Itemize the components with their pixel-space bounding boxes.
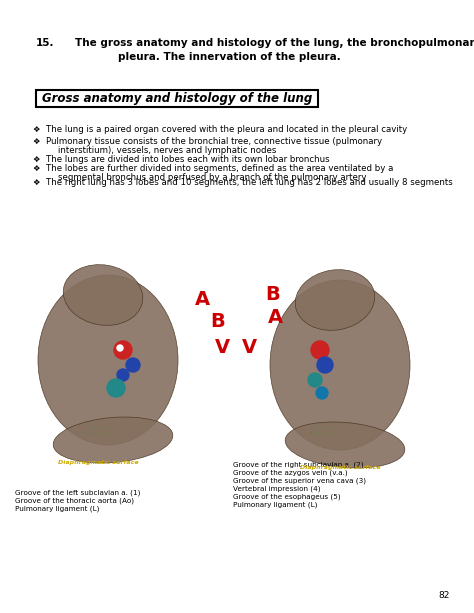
Text: ❖: ❖ bbox=[32, 155, 39, 164]
Ellipse shape bbox=[270, 280, 410, 450]
Ellipse shape bbox=[295, 270, 375, 330]
Text: The lung is a paired organ covered with the pleura and located in the pleural ca: The lung is a paired organ covered with … bbox=[46, 125, 407, 134]
Text: The right lung has 3 lobes and 10 segments, the left lung has 2 lobes and usuall: The right lung has 3 lobes and 10 segmen… bbox=[46, 178, 453, 187]
Text: A: A bbox=[268, 308, 283, 327]
Circle shape bbox=[114, 341, 132, 359]
Text: Vertebral impression (4): Vertebral impression (4) bbox=[233, 486, 320, 492]
Text: A: A bbox=[195, 290, 210, 309]
Text: Cardiac
impression: Cardiac impression bbox=[82, 425, 114, 436]
Circle shape bbox=[117, 369, 129, 381]
Text: ❖: ❖ bbox=[32, 125, 39, 134]
Circle shape bbox=[107, 379, 125, 397]
Circle shape bbox=[308, 373, 322, 387]
Text: Pulmonary ligament (L): Pulmonary ligament (L) bbox=[233, 502, 318, 509]
Text: 82: 82 bbox=[438, 591, 450, 600]
Text: interstitium), vessels, nerves and lymphatic nodes: interstitium), vessels, nerves and lymph… bbox=[58, 146, 276, 155]
Text: Groove of the left subclavian a. (1): Groove of the left subclavian a. (1) bbox=[15, 490, 140, 497]
Circle shape bbox=[316, 387, 328, 399]
Ellipse shape bbox=[285, 422, 405, 468]
Text: Groove of the azygos vein (v.a.): Groove of the azygos vein (v.a.) bbox=[233, 470, 347, 476]
Text: V: V bbox=[242, 338, 257, 357]
Text: Groove of the thoracic aorta (Ao): Groove of the thoracic aorta (Ao) bbox=[15, 498, 134, 504]
Text: The lobes are further divided into segments, defined as the area ventilated by a: The lobes are further divided into segme… bbox=[46, 164, 393, 173]
Text: Pulmonary tissue consists of the bronchial tree, connective tissue (pulmonary: Pulmonary tissue consists of the bronchi… bbox=[46, 137, 382, 146]
Text: Diaphragmatic surface: Diaphragmatic surface bbox=[58, 460, 138, 465]
Text: Cardiac
impression: Cardiac impression bbox=[309, 425, 341, 436]
Text: Groove of the esophageus (5): Groove of the esophageus (5) bbox=[233, 494, 341, 500]
Text: The lungs are divided into lobes each with its own lobar bronchus: The lungs are divided into lobes each wi… bbox=[46, 155, 329, 164]
Text: Groove of the superior vena cava (3): Groove of the superior vena cava (3) bbox=[233, 478, 366, 484]
Text: ❖: ❖ bbox=[32, 178, 39, 187]
Ellipse shape bbox=[53, 417, 173, 463]
Text: Groove of the right subclavian a. (2): Groove of the right subclavian a. (2) bbox=[233, 462, 364, 468]
Text: The gross anatomy and histology of the lung, the bronchopulmonary segments and: The gross anatomy and histology of the l… bbox=[75, 38, 474, 48]
Text: pleura. The innervation of the pleura.: pleura. The innervation of the pleura. bbox=[118, 52, 341, 62]
Text: 15.: 15. bbox=[36, 38, 55, 48]
FancyBboxPatch shape bbox=[36, 90, 318, 107]
Circle shape bbox=[311, 341, 329, 359]
Text: B: B bbox=[210, 312, 225, 331]
Circle shape bbox=[317, 357, 333, 373]
Text: Gross anatomy and histology of the lung: Gross anatomy and histology of the lung bbox=[42, 92, 312, 105]
Circle shape bbox=[117, 345, 123, 351]
Text: Pulmonary ligament (L): Pulmonary ligament (L) bbox=[15, 506, 100, 512]
Text: ❖: ❖ bbox=[32, 137, 39, 146]
Text: V: V bbox=[215, 338, 230, 357]
Text: segmental bronchus and perfused by a branch of the pulmonary artery: segmental bronchus and perfused by a bra… bbox=[58, 173, 366, 182]
Ellipse shape bbox=[38, 275, 178, 445]
Text: B: B bbox=[265, 285, 280, 304]
Circle shape bbox=[126, 358, 140, 372]
Ellipse shape bbox=[63, 265, 143, 326]
Text: ❖: ❖ bbox=[32, 164, 39, 173]
Text: Diaphragmatic surface: Diaphragmatic surface bbox=[300, 465, 380, 470]
